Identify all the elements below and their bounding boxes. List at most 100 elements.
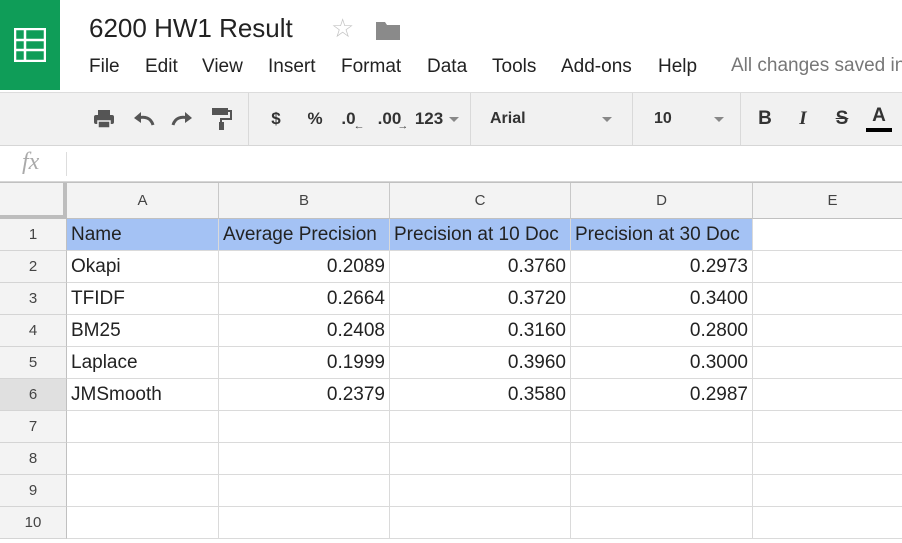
cell-c7[interactable] — [390, 411, 571, 443]
cell-c9[interactable] — [390, 475, 571, 507]
paint-format-icon[interactable] — [206, 93, 236, 145]
cell-b8[interactable] — [219, 443, 390, 475]
cell-a5[interactable]: Laplace — [67, 347, 219, 379]
cell-e5[interactable] — [753, 347, 902, 379]
column-header-c[interactable]: C — [390, 183, 571, 219]
menu-tools[interactable]: Tools — [492, 56, 537, 77]
cell-d3[interactable]: 0.3400 — [571, 283, 753, 315]
more-formats-button[interactable]: 123 — [412, 93, 462, 145]
column-header-b[interactable]: B — [219, 183, 390, 219]
currency-format-button[interactable]: $ — [271, 109, 281, 128]
cell-c1[interactable]: Precision at 10 Doc — [390, 219, 571, 251]
cell-d10[interactable] — [571, 507, 753, 539]
cell-a10[interactable] — [67, 507, 219, 539]
italic-button[interactable]: I — [799, 108, 807, 129]
cell-b7[interactable] — [219, 411, 390, 443]
increase-decimal-label: .00 — [377, 109, 402, 128]
cell-c5[interactable]: 0.3960 — [390, 347, 571, 379]
bold-button[interactable]: B — [758, 108, 772, 129]
cell-a7[interactable] — [67, 411, 219, 443]
row-header-3[interactable]: 3 — [0, 283, 67, 315]
column-header-d[interactable]: D — [571, 183, 753, 219]
menu-addons[interactable]: Add-ons — [561, 56, 632, 77]
cell-e8[interactable] — [753, 443, 902, 475]
menu-file[interactable]: File — [89, 56, 120, 77]
menu-view[interactable]: View — [202, 56, 243, 77]
more-formats-label: 123 — [414, 109, 444, 128]
document-title[interactable]: 6200 HW1 Result — [89, 13, 293, 43]
cell-d7[interactable] — [571, 411, 753, 443]
print-icon[interactable] — [90, 93, 118, 145]
chevron-down-icon — [449, 116, 460, 122]
cell-d1[interactable]: Precision at 30 Doc — [571, 219, 753, 251]
formula-input[interactable] — [76, 146, 896, 180]
cell-c10[interactable] — [390, 507, 571, 539]
cell-a1[interactable]: Name — [67, 219, 219, 251]
row-header-10[interactable]: 10 — [0, 507, 67, 539]
cell-e2[interactable] — [753, 251, 902, 283]
cell-d4[interactable]: 0.2800 — [571, 315, 753, 347]
cell-d8[interactable] — [571, 443, 753, 475]
cell-b3[interactable]: 0.2664 — [219, 283, 390, 315]
cell-c8[interactable] — [390, 443, 571, 475]
font-family-select[interactable]: Arial — [478, 93, 624, 145]
cell-b1[interactable]: Average Precision — [219, 219, 390, 251]
menu-data[interactable]: Data — [427, 56, 468, 77]
undo-icon[interactable] — [130, 93, 158, 145]
row-header-9[interactable]: 9 — [0, 475, 67, 507]
save-status[interactable]: All changes saved in Drive — [731, 55, 902, 76]
column-header-e[interactable]: E — [753, 183, 902, 219]
star-icon[interactable]: ☆ — [331, 13, 355, 43]
cell-a9[interactable] — [67, 475, 219, 507]
cell-a8[interactable] — [67, 443, 219, 475]
row-header-8[interactable]: 8 — [0, 443, 67, 475]
cell-e4[interactable] — [753, 315, 902, 347]
cell-a3[interactable]: TFIDF — [67, 283, 219, 315]
cell-b6[interactable]: 0.2379 — [219, 379, 390, 411]
percent-format-button[interactable]: % — [307, 109, 323, 128]
cell-e9[interactable] — [753, 475, 902, 507]
cell-a6[interactable]: JMSmooth — [67, 379, 219, 411]
cell-e6[interactable] — [753, 379, 902, 411]
cell-c6[interactable]: 0.3580 — [390, 379, 571, 411]
strikethrough-button[interactable]: S — [835, 108, 849, 129]
cell-b9[interactable] — [219, 475, 390, 507]
cell-e7[interactable] — [753, 411, 902, 443]
cell-e1[interactable] — [753, 219, 902, 251]
row-header-5[interactable]: 5 — [0, 347, 67, 379]
row-header-2[interactable]: 2 — [0, 251, 67, 283]
cell-a2[interactable]: Okapi — [67, 251, 219, 283]
cell-e10[interactable] — [753, 507, 902, 539]
menu-format[interactable]: Format — [341, 56, 402, 77]
cell-b5[interactable]: 0.1999 — [219, 347, 390, 379]
cell-c3[interactable]: 0.3720 — [390, 283, 571, 315]
row-header-6[interactable]: 6 — [0, 379, 67, 411]
cell-d6[interactable]: 0.2987 — [571, 379, 753, 411]
row-header-7[interactable]: 7 — [0, 411, 67, 443]
menu-insert[interactable]: Insert — [268, 56, 316, 77]
cell-c2[interactable]: 0.3760 — [390, 251, 571, 283]
cell-d9[interactable] — [571, 475, 753, 507]
cell-b4[interactable]: 0.2408 — [219, 315, 390, 347]
folder-icon[interactable] — [375, 19, 401, 46]
menu-help[interactable]: Help — [658, 56, 698, 77]
column-header-a[interactable]: A — [67, 183, 219, 219]
text-color-button[interactable]: A — [864, 93, 894, 145]
cell-a4[interactable]: BM25 — [67, 315, 219, 347]
font-size-select[interactable]: 10 — [640, 93, 736, 145]
cell-b10[interactable] — [219, 507, 390, 539]
cell-d2[interactable]: 0.2973 — [571, 251, 753, 283]
formula-bar: fx — [0, 146, 902, 182]
increase-decimal-button[interactable]: .00 → — [376, 93, 410, 145]
sheets-logo-icon[interactable] — [0, 0, 60, 90]
row-header-1[interactable]: 1 — [0, 219, 67, 251]
select-all-corner[interactable] — [0, 183, 67, 219]
cell-b2[interactable]: 0.2089 — [219, 251, 390, 283]
redo-icon[interactable] — [168, 93, 196, 145]
cell-d5[interactable]: 0.3000 — [571, 347, 753, 379]
row-header-4[interactable]: 4 — [0, 315, 67, 347]
cell-c4[interactable]: 0.3160 — [390, 315, 571, 347]
cell-e3[interactable] — [753, 283, 902, 315]
menu-edit[interactable]: Edit — [145, 56, 178, 77]
decrease-decimal-button[interactable]: .0 ← — [338, 93, 368, 145]
